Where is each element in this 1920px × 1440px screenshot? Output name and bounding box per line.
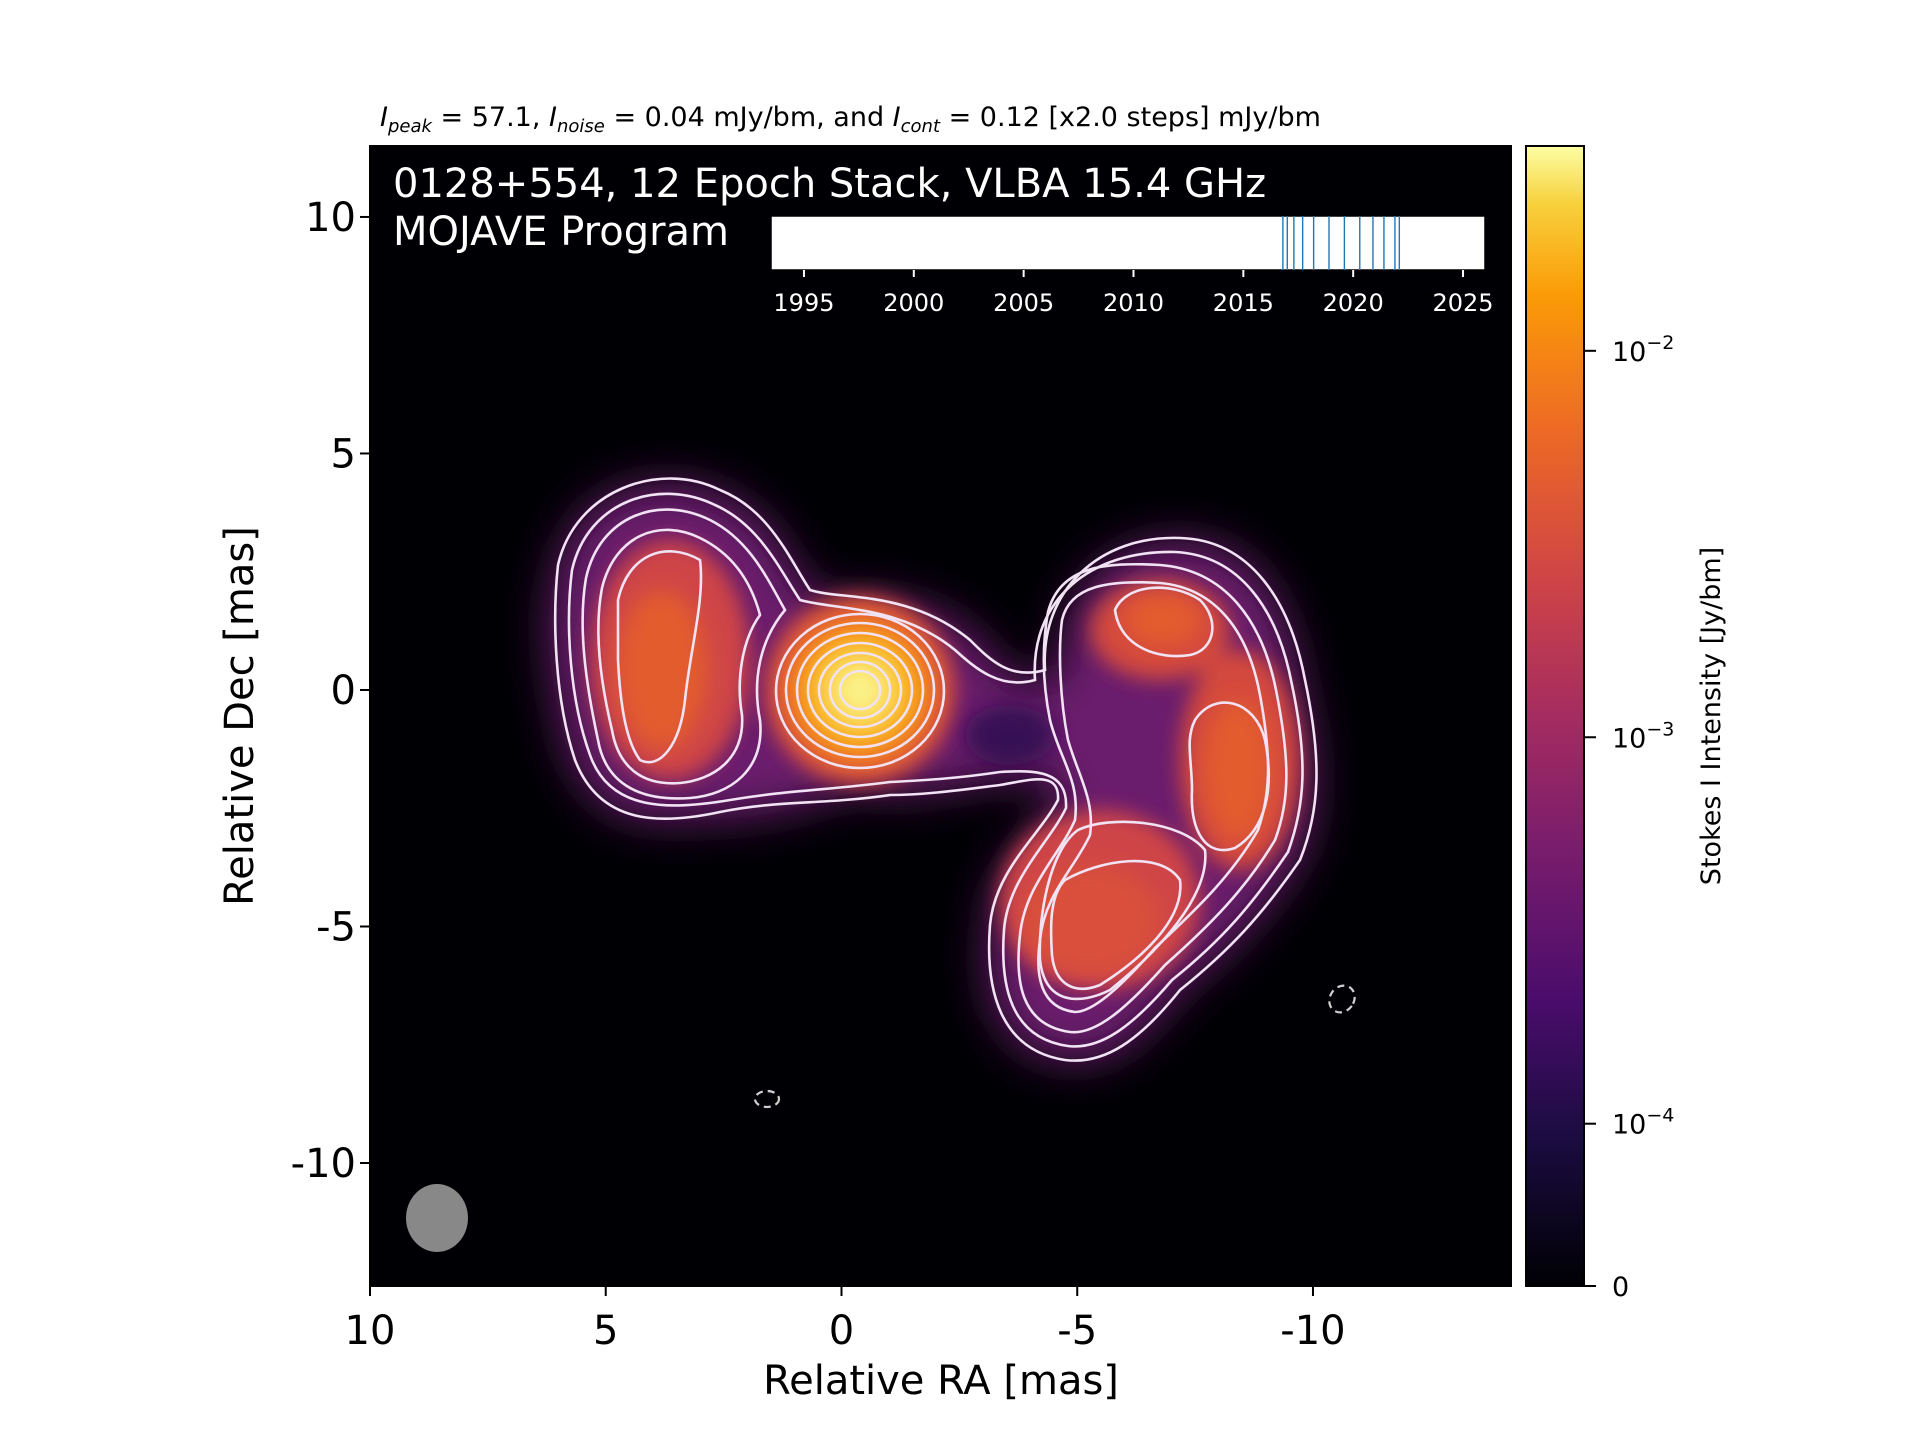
- y-axis-label: Relative Dec [mas]: [217, 526, 263, 906]
- emission-image: [548, 482, 1315, 1062]
- map-title-line2: MOJAVE Program: [393, 209, 729, 255]
- colorbar-frame: [1525, 145, 1585, 1287]
- y-tick-label: 5: [331, 431, 356, 477]
- timeline-tick-label: 2025: [1432, 289, 1493, 317]
- x-axis-label: Relative RA [mas]: [763, 1358, 1119, 1404]
- colorbar-ticks: 10−2 10−3 10−4 0: [1584, 332, 1674, 1303]
- colorbar-tick-label: 10−3: [1612, 718, 1674, 754]
- beam-ellipse: [406, 1184, 468, 1252]
- contours: [553, 477, 1318, 1062]
- x-tick-label: -10: [1280, 1308, 1345, 1354]
- map-frame: [369, 145, 1512, 1287]
- negative-contours: [753, 984, 1356, 1109]
- colorbar-tick-label: 10−4: [1612, 1105, 1674, 1141]
- y-axis: 10 5 0 -5 -10: [291, 195, 370, 1187]
- header-text: Ipeak = 57.1, Inoise = 0.04 mJy/bm, and …: [380, 102, 1321, 137]
- map-title-line1: 0128+554, 12 Epoch Stack, VLBA 15.4 GHz: [393, 161, 1266, 207]
- x-tick-label: 10: [345, 1308, 396, 1354]
- x-tick-label: -5: [1057, 1308, 1097, 1354]
- timeline-tick-label: 1995: [773, 289, 834, 317]
- timeline-tick-label: 2000: [883, 289, 944, 317]
- colorbar-tick-label: 10−2: [1612, 332, 1674, 368]
- timeline-axis: 1995 2000 2005 2010 2015 2020 2025: [773, 270, 1494, 317]
- timeline-epochs: [1282, 216, 1401, 270]
- y-tick-label: -5: [316, 904, 356, 950]
- y-tick-label: -10: [291, 1141, 356, 1187]
- timeline-tick-label: 2015: [1213, 289, 1274, 317]
- timeline-tick-label: 2005: [993, 289, 1054, 317]
- x-tick-label: 0: [829, 1308, 854, 1354]
- x-tick-label: 5: [593, 1308, 618, 1354]
- timeline-inset: [770, 215, 1486, 271]
- y-tick-label: 0: [331, 668, 356, 714]
- y-tick-label: 10: [305, 195, 356, 241]
- colorbar-tick-label: 0: [1612, 1272, 1629, 1303]
- timeline-tick-label: 2010: [1103, 289, 1164, 317]
- colorbar: [1526, 146, 1584, 1286]
- x-axis: 10 5 0 -5 -10: [345, 1286, 1346, 1354]
- colorbar-label: Stokes I Intensity [Jy/bm]: [1696, 547, 1727, 885]
- timeline-tick-label: 2020: [1323, 289, 1384, 317]
